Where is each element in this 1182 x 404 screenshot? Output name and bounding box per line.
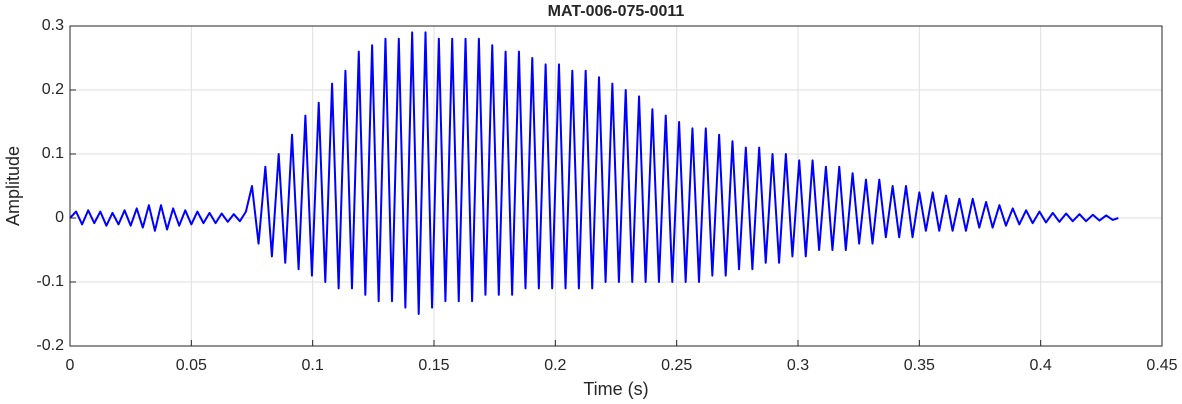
x-tick-label: 0.05 <box>176 357 207 374</box>
waveform-line <box>69 31 1119 315</box>
y-tick-label: -0.2 <box>36 337 64 354</box>
y-axis-label: Amplitude <box>3 146 23 226</box>
x-tick-label: 0 <box>66 357 75 374</box>
y-tick-label: 0.3 <box>42 17 64 34</box>
x-tick-label: 0.3 <box>787 357 809 374</box>
x-tick-label: 0.25 <box>661 357 692 374</box>
x-tick-label: 0.1 <box>302 357 324 374</box>
x-tick-label: 0.35 <box>904 357 935 374</box>
y-tick-label: 0.2 <box>42 81 64 98</box>
x-axis-label: Time (s) <box>583 379 648 399</box>
x-tick-label: 0.4 <box>1030 357 1052 374</box>
x-tick-label: 0.15 <box>418 357 449 374</box>
y-tick-label: 0 <box>55 209 64 226</box>
axes-box <box>69 25 1163 347</box>
y-tick-label: 0.1 <box>42 145 64 162</box>
x-tick-label: 0.45 <box>1146 357 1177 374</box>
y-tick-label: -0.1 <box>36 273 64 290</box>
chart-title: MAT-006-075-0011 <box>548 3 685 20</box>
x-tick-label: 0.2 <box>544 357 566 374</box>
